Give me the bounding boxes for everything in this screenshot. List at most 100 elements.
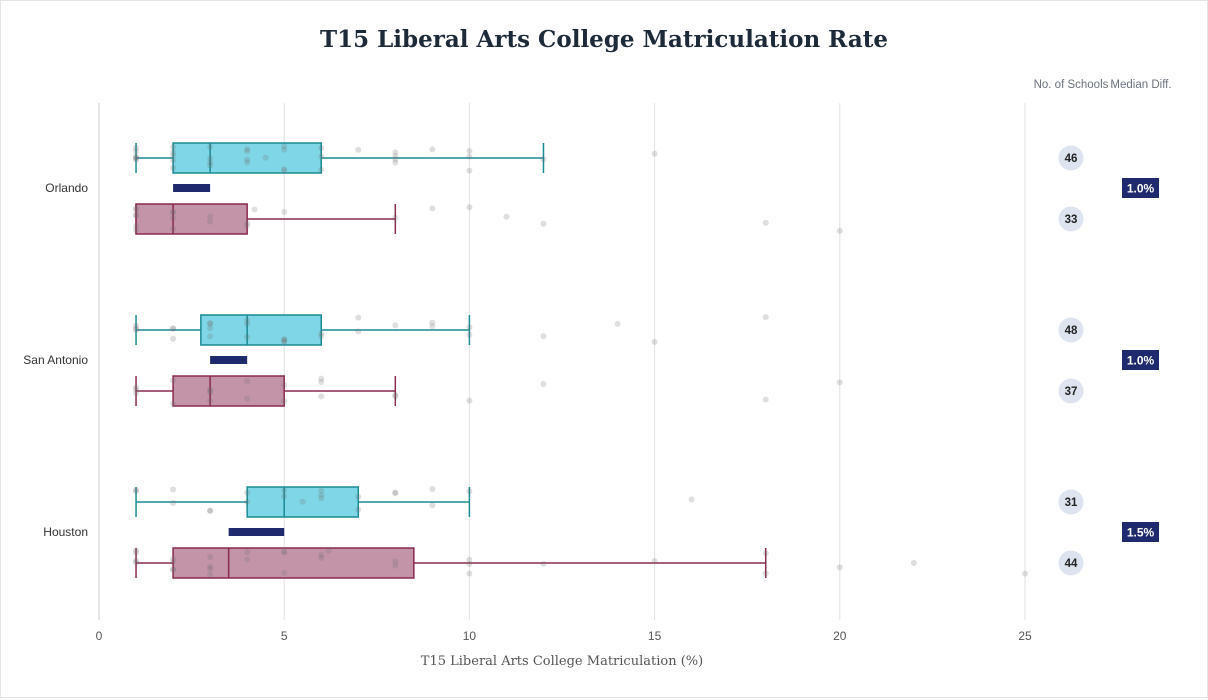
- data-point: [244, 222, 251, 229]
- data-point: [207, 320, 214, 327]
- data-point: [244, 317, 251, 324]
- data-point: [244, 156, 251, 163]
- count-value: 31: [1065, 497, 1078, 509]
- chart-title: T15 Liberal Arts College Matriculation R…: [320, 26, 888, 53]
- data-point: [392, 489, 399, 496]
- count-column-header: No. of Schools: [1033, 79, 1109, 91]
- data-point: [170, 555, 177, 562]
- data-point: [207, 333, 214, 340]
- data-point: [133, 212, 140, 219]
- data-point: [207, 320, 214, 327]
- data-point: [207, 397, 214, 404]
- data-point: [466, 556, 473, 563]
- data-point: [133, 205, 140, 212]
- data-point: [429, 146, 436, 153]
- count-value: 33: [1065, 214, 1078, 226]
- data-point: [133, 390, 140, 397]
- data-point: [244, 321, 251, 328]
- data-point: [207, 507, 214, 514]
- data-point: [762, 550, 769, 557]
- x-tick-label: 0: [96, 629, 103, 643]
- median-diff-bar: [173, 184, 211, 192]
- count-badge: [1058, 489, 1084, 515]
- data-point: [429, 486, 436, 493]
- box-iqr: [200, 314, 322, 346]
- data-point: [429, 205, 436, 212]
- data-point: [207, 565, 214, 572]
- data-point: [207, 386, 214, 393]
- data-point: [466, 570, 473, 577]
- data-point: [207, 390, 214, 397]
- box-iqr: [172, 142, 322, 174]
- data-point: [762, 219, 769, 226]
- data-point: [540, 156, 547, 163]
- data-point: [133, 322, 140, 329]
- data-point: [170, 149, 177, 156]
- data-point: [133, 212, 140, 219]
- data-point: [244, 556, 251, 563]
- data-point: [133, 145, 140, 152]
- data-point: [466, 331, 473, 338]
- data-point: [318, 551, 325, 558]
- data-point: [392, 393, 399, 400]
- diff-column-header: Median Diff.: [1110, 79, 1172, 91]
- data-point: [540, 333, 547, 340]
- count-value: 48: [1065, 325, 1078, 337]
- data-point: [244, 395, 251, 402]
- count-value: 44: [1065, 558, 1078, 570]
- data-point: [392, 214, 399, 221]
- data-point: [244, 549, 251, 556]
- data-point: [170, 400, 177, 407]
- data-point: [170, 566, 177, 573]
- data-point: [281, 339, 288, 346]
- data-point: [207, 387, 214, 394]
- median-diff-bar: [210, 356, 248, 364]
- data-point: [281, 493, 288, 500]
- data-point: [318, 487, 325, 494]
- data-point: [281, 548, 288, 555]
- data-point: [318, 375, 325, 382]
- median-diff-value: 1.0%: [1127, 182, 1155, 196]
- data-point: [429, 502, 436, 509]
- data-point: [466, 561, 473, 568]
- data-point: [244, 148, 251, 155]
- x-tick-label: 25: [1018, 629, 1032, 643]
- data-point: [133, 227, 140, 234]
- data-point: [540, 380, 547, 387]
- data-point: [207, 162, 214, 169]
- data-point: [466, 153, 473, 160]
- data-point: [170, 566, 177, 573]
- x-tick-label: 10: [463, 629, 477, 643]
- data-point: [392, 156, 399, 163]
- data-point: [207, 507, 214, 514]
- data-point: [318, 491, 325, 498]
- data-point: [325, 547, 332, 554]
- data-point: [318, 333, 325, 340]
- data-point: [170, 225, 177, 232]
- data-point: [281, 398, 288, 405]
- data-point: [429, 323, 436, 330]
- data-point: [170, 335, 177, 342]
- data-point: [133, 384, 140, 391]
- data-point: [133, 326, 140, 333]
- data-point: [910, 559, 917, 566]
- data-point: [170, 144, 177, 151]
- data-point: [688, 496, 695, 503]
- median-diff-badge: [1122, 178, 1159, 198]
- data-point: [392, 558, 399, 565]
- group-label: Houston: [43, 525, 88, 539]
- data-point: [392, 490, 399, 497]
- data-point: [244, 378, 251, 385]
- data-point: [762, 570, 769, 577]
- data-point: [318, 166, 325, 173]
- count-badge: [1058, 206, 1084, 232]
- data-point: [244, 489, 251, 496]
- data-point: [318, 393, 325, 400]
- data-point: [466, 324, 473, 331]
- data-point: [392, 152, 399, 159]
- median-diff-badge: [1122, 522, 1159, 542]
- data-point: [133, 154, 140, 161]
- data-point: [170, 325, 177, 332]
- data-point: [133, 148, 140, 155]
- data-point: [466, 148, 473, 155]
